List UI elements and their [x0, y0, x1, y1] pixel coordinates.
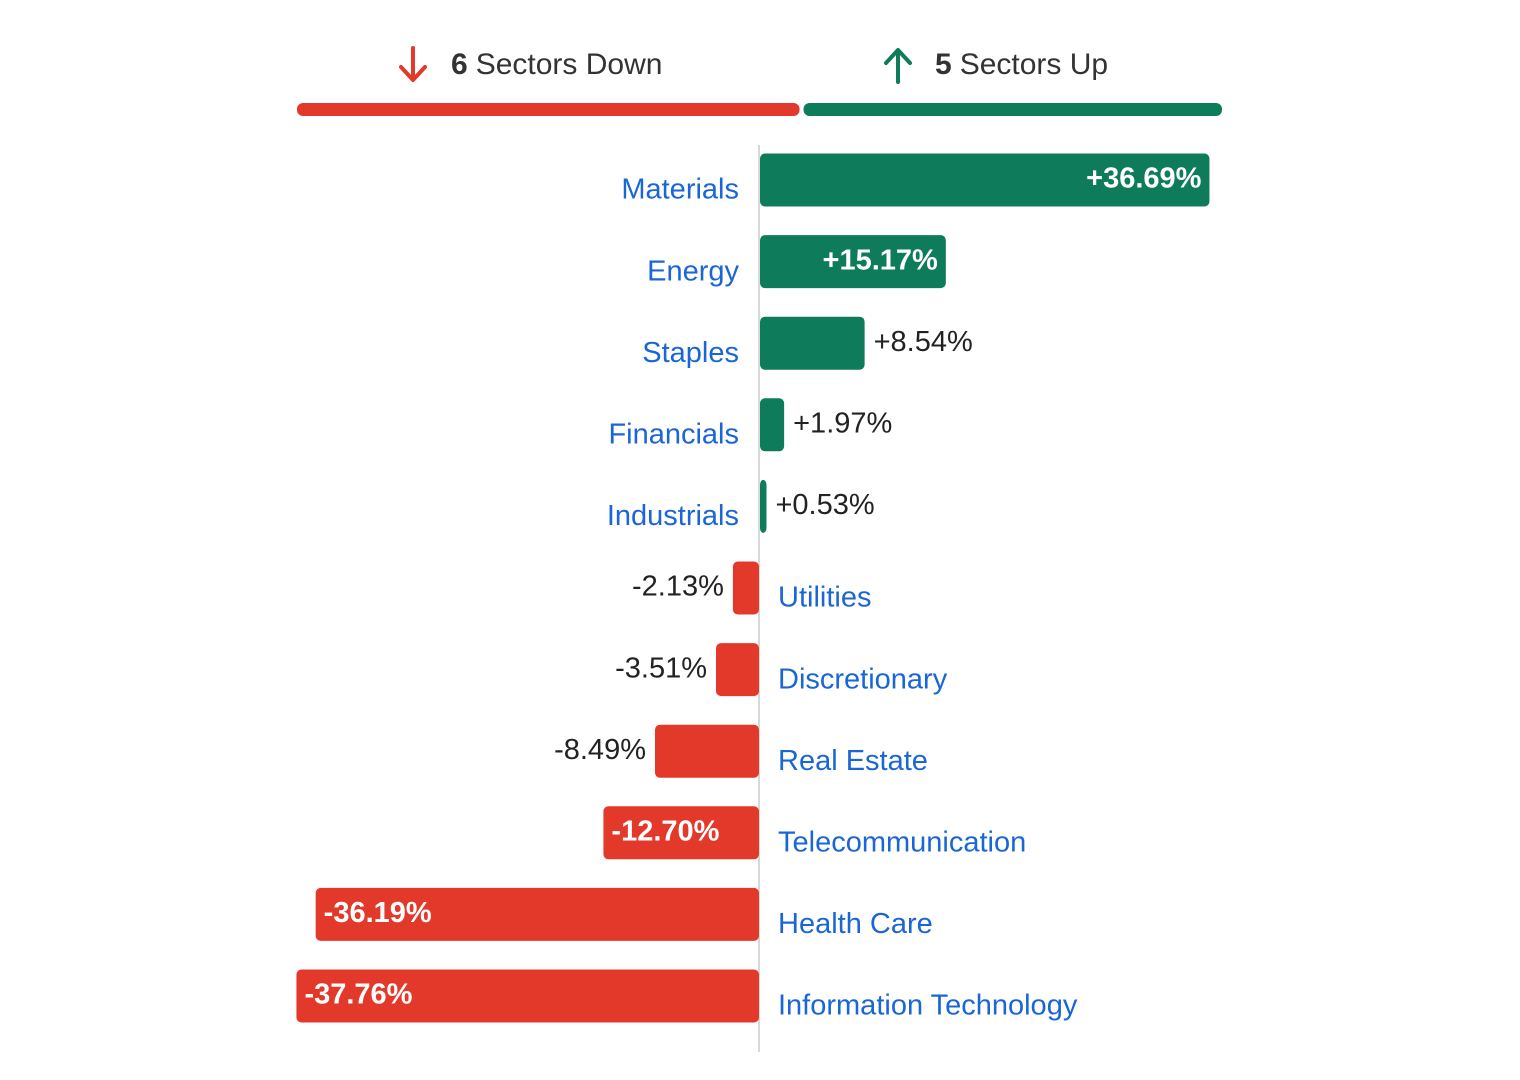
- value-label: +15.17%: [823, 244, 939, 276]
- category-label[interactable]: Energy: [647, 255, 739, 287]
- bar: [296, 969, 759, 1023]
- down-share-bar: [297, 103, 800, 116]
- value-label: -37.76%: [304, 979, 412, 1011]
- bar: [654, 724, 759, 778]
- category-label[interactable]: Financials: [608, 418, 739, 450]
- value-label: -8.49%: [554, 734, 646, 766]
- value-label: +0.53%: [775, 489, 874, 521]
- category-label[interactable]: Staples: [642, 337, 739, 369]
- category-label[interactable]: Utilities: [778, 582, 871, 614]
- bar: [760, 316, 865, 370]
- category-label[interactable]: Telecommunication: [778, 826, 1026, 858]
- bar: [760, 153, 1210, 207]
- down-summary: 6 Sectors Down: [451, 48, 662, 81]
- bar: [716, 643, 759, 697]
- value-label: -3.51%: [615, 652, 707, 684]
- category-label[interactable]: Discretionary: [778, 663, 948, 695]
- value-label: -36.19%: [324, 897, 432, 929]
- value-label: -12.70%: [611, 815, 719, 847]
- bar: [315, 887, 759, 941]
- down-label: Sectors Down: [476, 48, 663, 81]
- category-label[interactable]: Information Technology: [778, 990, 1078, 1022]
- up-summary: 5 Sectors Up: [935, 48, 1108, 81]
- bar: [760, 479, 767, 533]
- down-arrow: [399, 46, 427, 82]
- up-count: 5: [935, 48, 952, 81]
- up-share-bar: [803, 103, 1222, 116]
- bar: [603, 806, 759, 860]
- category-label[interactable]: Real Estate: [778, 745, 928, 777]
- bar: [760, 235, 946, 289]
- category-label[interactable]: Industrials: [607, 500, 739, 532]
- category-label[interactable]: Materials: [621, 174, 739, 206]
- bar: [760, 398, 785, 452]
- value-label: +8.54%: [874, 326, 973, 358]
- value-label: -2.13%: [632, 571, 724, 603]
- category-label[interactable]: Health Care: [778, 908, 933, 940]
- up-arrow: [884, 48, 912, 84]
- value-label: +36.69%: [1086, 163, 1202, 195]
- bar: [732, 561, 759, 615]
- down-count: 6: [451, 48, 468, 81]
- value-label: +1.97%: [793, 407, 892, 439]
- up-label: Sectors Up: [960, 48, 1108, 81]
